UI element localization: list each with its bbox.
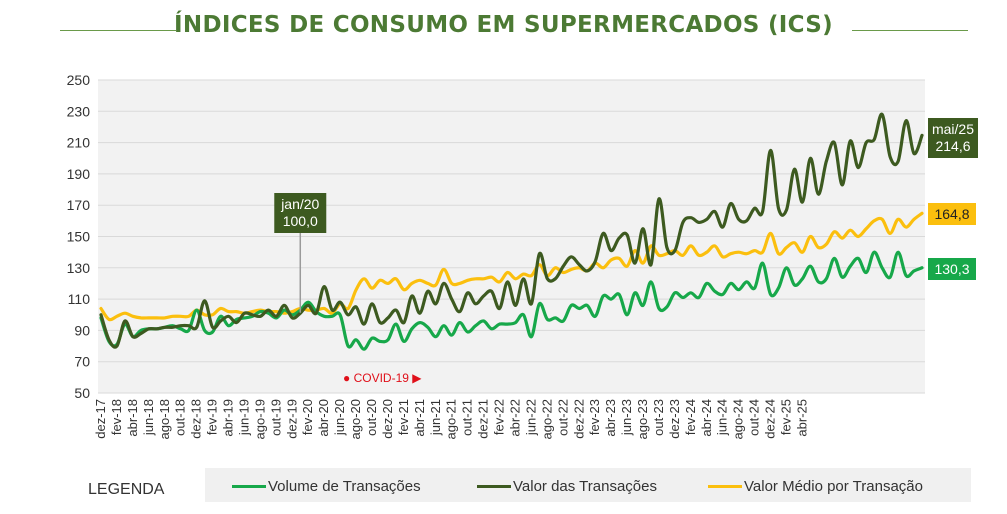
y-tick-label: 70 <box>74 354 90 370</box>
y-tick-label: 250 <box>67 72 91 88</box>
volume-end-label: 130,3 <box>934 261 969 277</box>
legend-title: LEGENDA <box>88 481 165 498</box>
jan20-callout-value: 100,0 <box>283 213 318 229</box>
x-tick-label: out-23 <box>651 399 666 436</box>
mai25-callout-label: mai/25 <box>932 121 974 137</box>
mai25-callout-box <box>928 118 978 158</box>
x-tick-label: abr-19 <box>221 399 236 437</box>
jan20-callout-label: jan/20 <box>280 196 319 212</box>
legend-box <box>205 468 971 502</box>
x-tick-label: fev-23 <box>587 399 602 435</box>
x-tick-label: abr-20 <box>316 399 331 437</box>
x-tick-label: ago-19 <box>252 399 267 439</box>
medio-end-label-box <box>928 203 976 225</box>
legend-label-valor: Valor das Transações <box>513 478 657 495</box>
mai25-callout-value: 214,6 <box>935 138 970 154</box>
covid-label: ● COVID-19 ▶ <box>343 371 422 385</box>
legend-label-medio: Valor Médio por Transação <box>744 478 923 495</box>
legend-item-valor: Valor das Transações <box>477 478 657 495</box>
x-tick-label: abr-18 <box>125 399 140 437</box>
legend-label-volume: Volume de Transações <box>268 478 421 495</box>
series-line-volume <box>99 250 924 351</box>
x-tick-label: fev-22 <box>492 399 507 435</box>
y-tick-label: 50 <box>74 385 90 401</box>
x-tick-label: dez-24 <box>763 399 778 439</box>
x-tick-label: abr-22 <box>507 399 522 437</box>
title-rule-right <box>852 30 968 31</box>
y-tick-label: 150 <box>67 229 91 245</box>
x-tick-label: jun-20 <box>332 399 347 436</box>
x-tick-label: abr-25 <box>794 399 809 437</box>
x-tick-label: ago-21 <box>444 399 459 439</box>
x-tick-label: ago-23 <box>635 399 650 439</box>
series-line-valor <box>99 112 924 349</box>
x-tick-label: fev-18 <box>109 399 124 435</box>
title-rule-left <box>60 30 176 31</box>
x-tick-label: jun-18 <box>141 399 156 436</box>
x-tick-label: jun-23 <box>619 399 634 436</box>
y-tick-label: 230 <box>67 103 91 119</box>
x-tick-label: fev-19 <box>205 399 220 435</box>
legend-item-volume: Volume de Transações <box>232 478 421 495</box>
x-tick-label: jun-24 <box>715 399 730 436</box>
x-tick-label: out-22 <box>555 399 570 436</box>
series-line-medio <box>99 211 924 322</box>
y-tick-label: 190 <box>67 166 91 182</box>
jan20-callout-box <box>274 193 327 233</box>
legend-swatch-volume <box>232 485 266 488</box>
legend-item-medio: Valor Médio por Transação <box>708 478 923 495</box>
legend-swatch-valor <box>477 485 511 488</box>
x-tick-label: ago-20 <box>348 399 363 439</box>
y-tick-label: 110 <box>68 291 91 307</box>
y-tick-label: 130 <box>67 260 91 276</box>
x-tick-label: abr-24 <box>699 399 714 437</box>
x-tick-label: fev-21 <box>396 399 411 435</box>
medio-end-label: 164,8 <box>934 206 969 222</box>
x-tick-label: jun-21 <box>428 399 443 436</box>
x-tick-label: fev-25 <box>778 399 793 435</box>
x-tick-label: dez-18 <box>189 399 204 439</box>
x-tick-label: abr-23 <box>603 399 618 437</box>
volume-end-label-box <box>928 258 976 280</box>
x-tick-label: jun-22 <box>523 399 538 436</box>
x-tick-label: dez-23 <box>667 399 682 439</box>
x-tick-label: fev-20 <box>300 399 315 435</box>
x-tick-label: abr-21 <box>412 399 427 437</box>
x-tick-label: dez-22 <box>571 399 586 439</box>
x-tick-label: ago-24 <box>731 399 746 439</box>
legend-swatch-medio <box>708 485 742 488</box>
x-tick-label: dez-20 <box>380 399 395 439</box>
x-tick-label: jun-19 <box>236 399 251 436</box>
x-tick-label: out-18 <box>173 399 188 436</box>
chart-title: ÍNDICES DE CONSUMO EM SUPERMERCADOS (ICS… <box>174 12 833 38</box>
x-tick-label: ago-22 <box>539 399 554 439</box>
x-tick-label: out-21 <box>460 399 475 436</box>
x-tick-label: dez-19 <box>284 399 299 439</box>
y-tick-label: 210 <box>67 135 91 151</box>
y-tick-label: 170 <box>67 197 91 213</box>
x-tick-label: out-20 <box>364 399 379 436</box>
x-tick-label: out-24 <box>747 399 762 436</box>
x-tick-label: dez-21 <box>476 399 491 439</box>
x-tick-label: fev-24 <box>683 399 698 435</box>
x-tick-label: ago-18 <box>157 399 172 439</box>
x-tick-label: out-19 <box>268 399 283 436</box>
y-tick-label: 90 <box>74 322 90 338</box>
x-tick-label: dez-17 <box>93 399 108 439</box>
